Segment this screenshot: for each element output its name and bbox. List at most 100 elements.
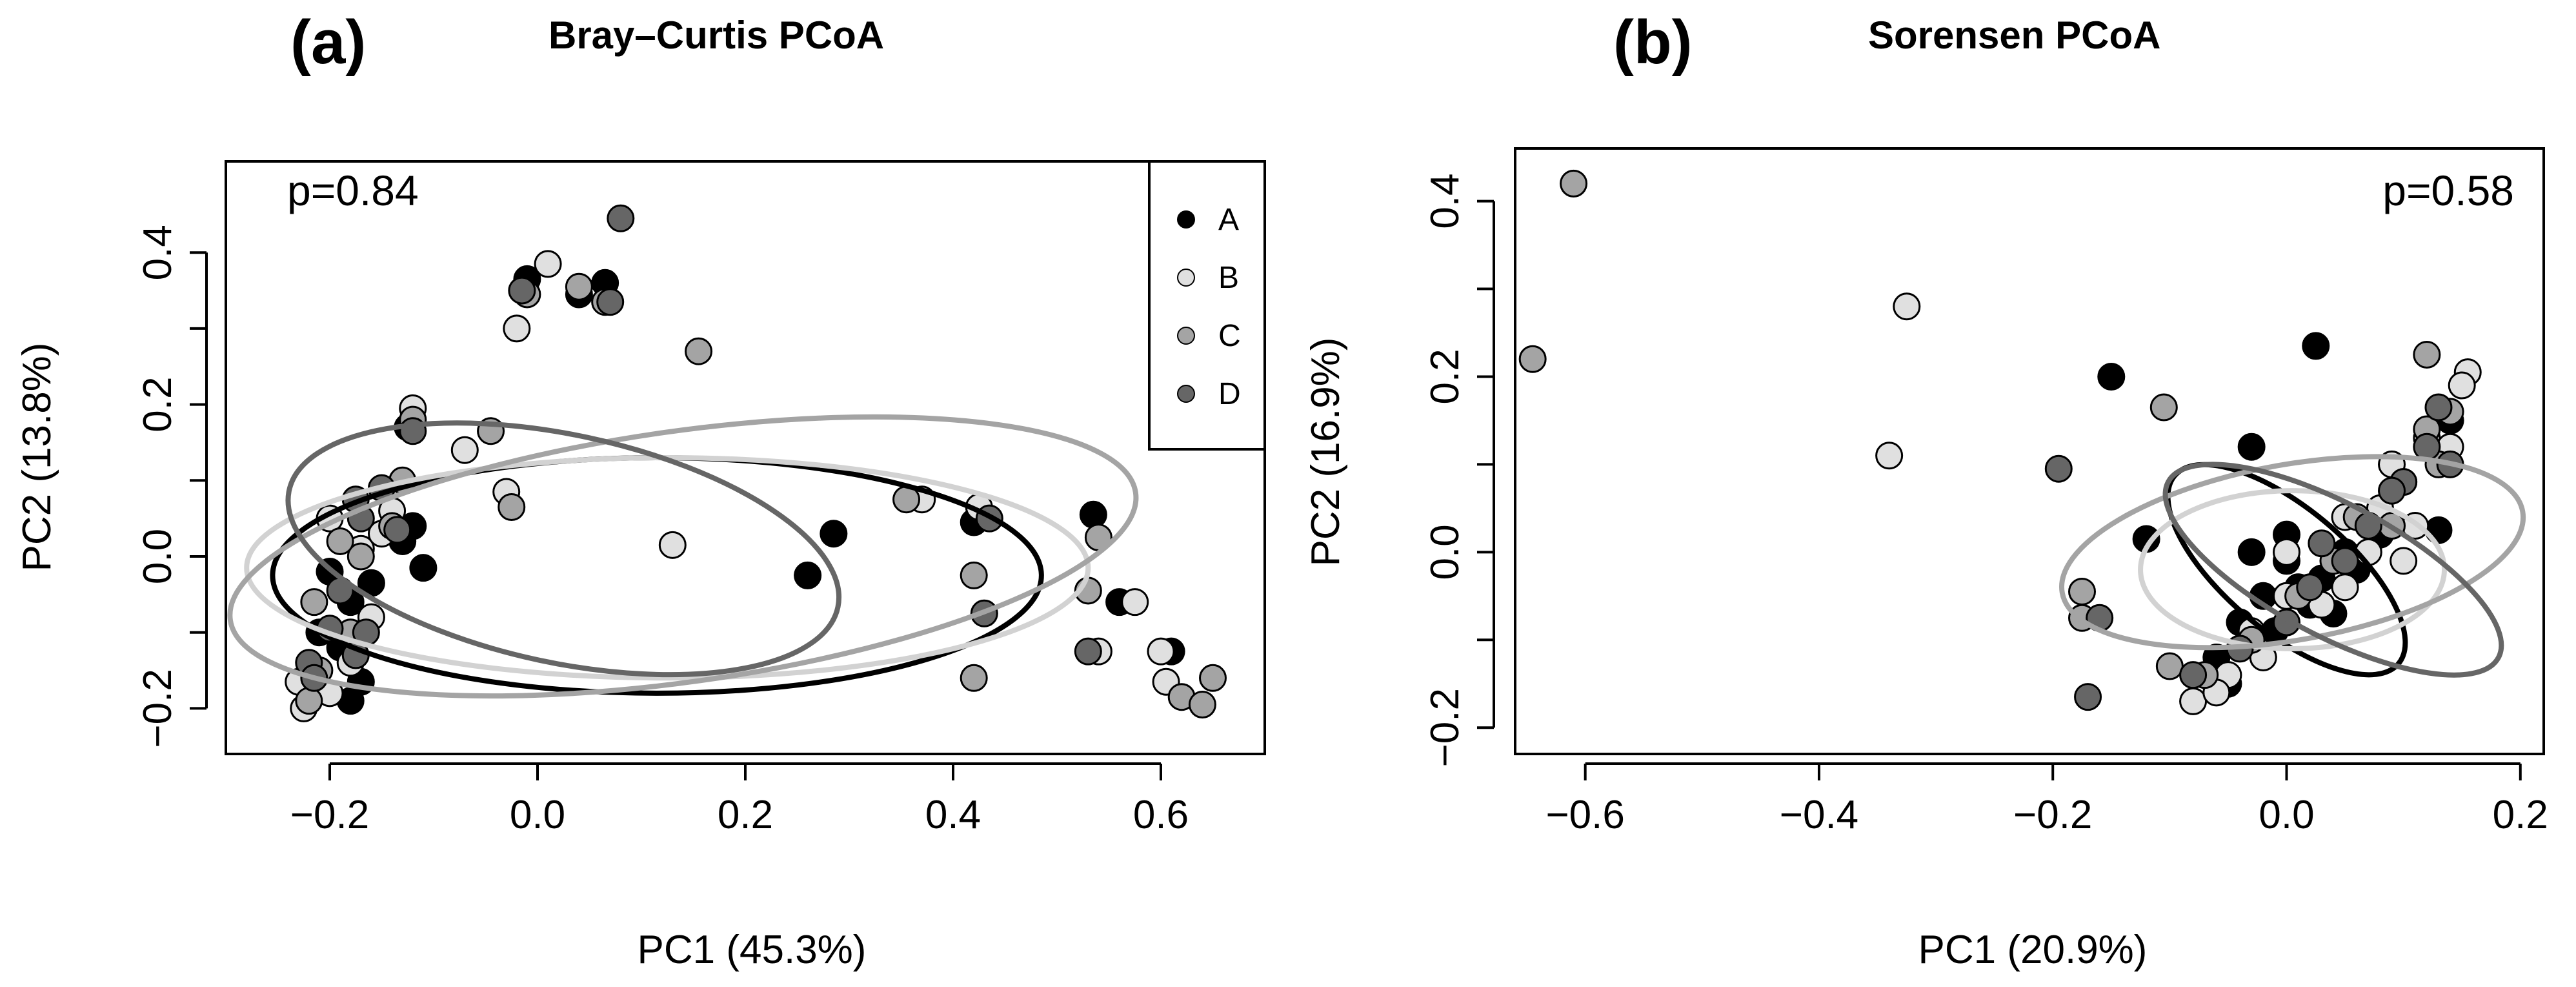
- plot-a-point-d: [383, 516, 412, 544]
- plot-a-point-c: [498, 493, 526, 521]
- plot-b-x-tick-label: −0.6: [1545, 793, 1624, 837]
- plot-a-y-tick-label: −0.2: [136, 669, 180, 748]
- plot-a-y-axis-title: PC2 (13.8%): [15, 343, 59, 572]
- plot-b-point-b: [1875, 442, 1904, 470]
- plot-a-point-c: [685, 337, 713, 365]
- plot-b-point-b: [2273, 538, 2300, 566]
- plot-a-point-b: [1147, 637, 1175, 666]
- plot-b-point-b: [2448, 371, 2476, 400]
- plot-a-ellipse-b: [244, 455, 1091, 681]
- plot-a-point-a: [820, 520, 848, 548]
- plot-a-point-c: [960, 664, 988, 692]
- plot-a-point-b: [450, 436, 479, 464]
- plot-b-point-d: [2308, 529, 2336, 558]
- plot-a-point-d: [508, 276, 536, 305]
- plot-b-point-b: [2179, 687, 2208, 715]
- plot-a-data: [227, 204, 1227, 722]
- plot-a-point-a: [409, 554, 438, 582]
- plot-a-p-value: p=0.84: [287, 167, 419, 214]
- plot-b-point-c: [2155, 652, 2184, 680]
- legend-marker-a: [1177, 210, 1195, 229]
- plot-a-legend: A B C D: [1148, 160, 1266, 451]
- plot-a-point-c: [960, 561, 988, 589]
- plot-a-x-tick-label: −0.2: [290, 793, 369, 837]
- plot-b-ellipse-d: [2162, 462, 2504, 678]
- plot-a-point-b: [534, 250, 562, 278]
- plot-b-x-tick-label: 0.2: [2493, 793, 2548, 837]
- plot-a-point-c: [326, 527, 354, 555]
- plot-b-x-tick-label: −0.4: [1780, 793, 1858, 837]
- plot-b-point-a: [2302, 332, 2330, 360]
- plot-a-x-tick-label: 0.6: [1133, 793, 1189, 837]
- plot-b-y-tick-label: 0.0: [1423, 524, 1467, 580]
- plot-b-ellipse-c: [2059, 454, 2526, 651]
- plot-a-point-c: [1199, 664, 1227, 692]
- plot-a-legend-box: [1148, 160, 1266, 451]
- plot-a-point-c: [347, 542, 375, 571]
- plot-b-point-b: [1893, 292, 1921, 321]
- plot-b-point-c: [1518, 345, 1547, 373]
- plot-a-point-b: [503, 314, 531, 343]
- plot-b-p-value: p=0.58: [2382, 167, 2514, 214]
- plot-b-point-a: [2237, 538, 2266, 566]
- panel-b-letter: (b): [1613, 8, 1693, 77]
- plot-b-point-d: [2413, 432, 2441, 461]
- plot-b-data: [1518, 169, 2526, 715]
- plot-b-y-axis-title: PC2 (16.9%): [1303, 338, 1348, 567]
- plot-a-y-tick-label: 0.0: [136, 529, 180, 584]
- legend-marker-b: [1177, 269, 1195, 287]
- plot-b-point-c: [1560, 169, 1588, 198]
- plot-a-x-tick-label: 0.0: [510, 793, 565, 837]
- plot-a-point-a: [794, 561, 822, 589]
- plot-a-y-tick-label: 0.2: [136, 377, 180, 432]
- plot-a-y-tick-label: 0.4: [136, 225, 180, 280]
- plot-a-point-a: [1079, 500, 1107, 529]
- panel-a-title: Bray–Curtis PCoA: [548, 14, 884, 57]
- plot-b-point-c: [2068, 578, 2097, 606]
- plot-a-layer: −0.2 0.0 0.2 0.4 0.6 −0.2 0.0 0.2 0.4: [136, 204, 1227, 837]
- plot-a-point-b: [658, 531, 687, 559]
- plot-b-layer: −0.6 −0.4 −0.2 0.0 0.2 −0.2 0.0 0.2 0.4: [1423, 169, 2548, 837]
- plot-a-point-c: [1188, 691, 1216, 718]
- legend-label-d: D: [1218, 377, 1241, 411]
- plot-a-ellipse-a: [270, 455, 1044, 696]
- plot-b-point-d: [2044, 454, 2073, 483]
- plot-a-frame: [225, 160, 1266, 755]
- plot-b-frame: [1514, 147, 2545, 755]
- plot-b-point-d: [2179, 661, 2208, 689]
- plot-b-y-tick-label: 0.2: [1423, 349, 1467, 404]
- panel-b-title: Sorensen PCoA: [1868, 14, 2160, 57]
- plot-a-x-axis-title: PC1 (45.3%): [638, 928, 867, 972]
- plot-b-point-a: [2097, 362, 2126, 391]
- plot-a-x-tick-label: 0.4: [925, 793, 981, 837]
- plot-b-x-tick-label: 0.0: [2259, 793, 2314, 837]
- plot-a-point-c: [300, 588, 328, 616]
- plot-a-ellipse-c: [227, 414, 1139, 699]
- plot-b-point-a: [2237, 432, 2266, 461]
- plot-a-point-d: [1074, 637, 1102, 666]
- legend-marker-d: [1177, 385, 1195, 403]
- plot-b-x-axis-title: PC1 (20.9%): [1918, 928, 2148, 972]
- plot-a-point-c: [295, 687, 323, 715]
- plot-b-point-b: [2390, 547, 2418, 575]
- legend-label-c: C: [1218, 319, 1241, 353]
- plot-a-point-d: [596, 288, 625, 316]
- panel-a-letter: (a): [290, 8, 366, 77]
- plot-a-point-b: [1121, 588, 1149, 616]
- plot-b-ellipse-b: [2138, 488, 2448, 651]
- plot-b-point-b: [2331, 573, 2359, 602]
- plot-b-point-d: [2424, 393, 2453, 422]
- plot-a-ellipse-d: [285, 420, 842, 678]
- plot-b-point-d: [2296, 573, 2324, 602]
- legend-label-a: A: [1218, 203, 1239, 237]
- plot-b-point-d: [2074, 683, 2102, 711]
- plot-b-point-c: [2413, 340, 2441, 369]
- plot-a-x-tick-label: 0.2: [718, 793, 773, 837]
- plot-b-y-tick-label: −0.2: [1423, 688, 1467, 767]
- plot-a-point-d: [607, 204, 635, 232]
- plot-b-point-d: [2331, 547, 2359, 575]
- panel-a: (a) Bray–Curtis PCoA −0.2 0.0 0.2 0.4 0.6−0.…: [15, 8, 1266, 972]
- legend-marker-c: [1177, 327, 1195, 345]
- plot-b-point-c: [2149, 393, 2178, 422]
